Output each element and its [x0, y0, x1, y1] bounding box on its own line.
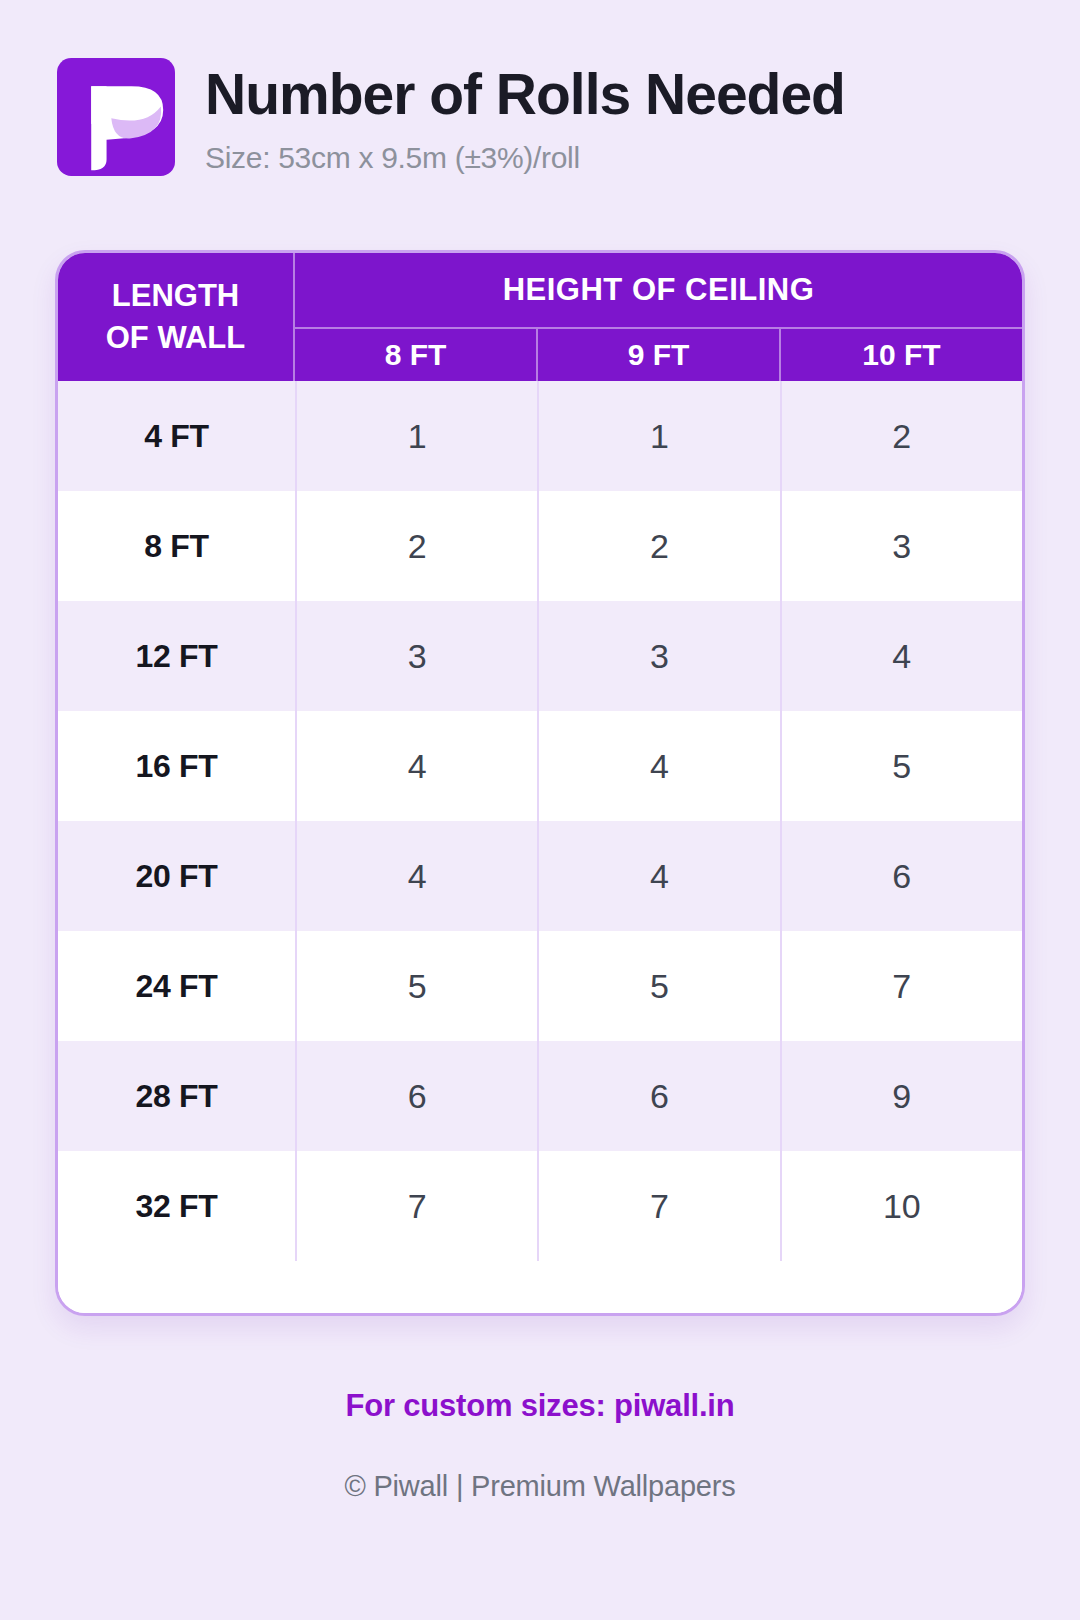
ceiling-columns: 8 FT9 FT10 FT — [295, 329, 1022, 381]
cell-8ft: 3 — [295, 601, 537, 711]
column-group-header: HEIGHT OF CEILING — [295, 253, 1022, 329]
cell-10ft: 2 — [780, 381, 1022, 491]
column-header: 10 FT — [779, 329, 1022, 381]
cell-10ft: 10 — [780, 1151, 1022, 1261]
table-row: 24 FT 5 5 7 — [58, 931, 1022, 1041]
row-label: 4 FT — [58, 381, 295, 491]
cell-9ft: 4 — [537, 821, 779, 931]
custom-sizes-link[interactable]: For custom sizes: piwall.in — [0, 1388, 1080, 1424]
column-group: HEIGHT OF CEILING 8 FT9 FT10 FT — [295, 253, 1022, 381]
row-axis-header-line2: OF WALL — [106, 317, 245, 359]
cell-10ft: 5 — [780, 711, 1022, 821]
row-label: 12 FT — [58, 601, 295, 711]
cell-10ft: 3 — [780, 491, 1022, 601]
row-label: 20 FT — [58, 821, 295, 931]
cell-8ft: 7 — [295, 1151, 537, 1261]
page-subtitle: Size: 53cm x 9.5m (±3%)/roll — [205, 141, 845, 175]
cell-10ft: 7 — [780, 931, 1022, 1041]
row-axis-header: LENGTH OF WALL — [58, 253, 295, 381]
row-label: 32 FT — [58, 1151, 295, 1261]
cell-9ft: 2 — [537, 491, 779, 601]
table-row: 4 FT 1 1 2 — [58, 381, 1022, 491]
cell-8ft: 6 — [295, 1041, 537, 1151]
cell-9ft: 6 — [537, 1041, 779, 1151]
table-header: LENGTH OF WALL HEIGHT OF CEILING 8 FT9 F… — [58, 253, 1022, 381]
cell-8ft: 5 — [295, 931, 537, 1041]
cell-10ft: 6 — [780, 821, 1022, 931]
row-label: 28 FT — [58, 1041, 295, 1151]
table-row: 20 FT 4 4 6 — [58, 821, 1022, 931]
row-axis-header-line1: LENGTH — [112, 275, 239, 317]
cell-9ft: 5 — [537, 931, 779, 1041]
piwall-logo — [57, 58, 175, 176]
table-row: 8 FT 2 2 3 — [58, 491, 1022, 601]
cell-8ft: 4 — [295, 821, 537, 931]
piwall-logo-icon — [57, 58, 175, 176]
cell-9ft: 3 — [537, 601, 779, 711]
column-header: 9 FT — [536, 329, 779, 381]
table-body: 4 FT 1 1 2 8 FT 2 2 3 12 FT 3 3 4 16 FT … — [58, 381, 1022, 1261]
cell-9ft: 1 — [537, 381, 779, 491]
cell-9ft: 4 — [537, 711, 779, 821]
row-label: 8 FT — [58, 491, 295, 601]
cell-8ft: 4 — [295, 711, 537, 821]
cell-10ft: 9 — [780, 1041, 1022, 1151]
column-header: 8 FT — [295, 329, 536, 381]
table-bottom-pad — [58, 1261, 1022, 1313]
cell-9ft: 7 — [537, 1151, 779, 1261]
page-title: Number of Rolls Needed — [205, 66, 845, 123]
table-row: 32 FT 7 7 10 — [58, 1151, 1022, 1261]
table-row: 12 FT 3 3 4 — [58, 601, 1022, 711]
row-label: 24 FT — [58, 931, 295, 1041]
page-header: Number of Rolls Needed Size: 53cm x 9.5m… — [0, 0, 1080, 176]
table-row: 28 FT 6 6 9 — [58, 1041, 1022, 1151]
copyright-text: © Piwall | Premium Wallpapers — [0, 1470, 1080, 1503]
cell-8ft: 2 — [295, 491, 537, 601]
row-label: 16 FT — [58, 711, 295, 821]
title-block: Number of Rolls Needed Size: 53cm x 9.5m… — [205, 58, 845, 175]
cell-10ft: 4 — [780, 601, 1022, 711]
cell-8ft: 1 — [295, 381, 537, 491]
rolls-table-card: LENGTH OF WALL HEIGHT OF CEILING 8 FT9 F… — [55, 250, 1025, 1316]
table-row: 16 FT 4 4 5 — [58, 711, 1022, 821]
